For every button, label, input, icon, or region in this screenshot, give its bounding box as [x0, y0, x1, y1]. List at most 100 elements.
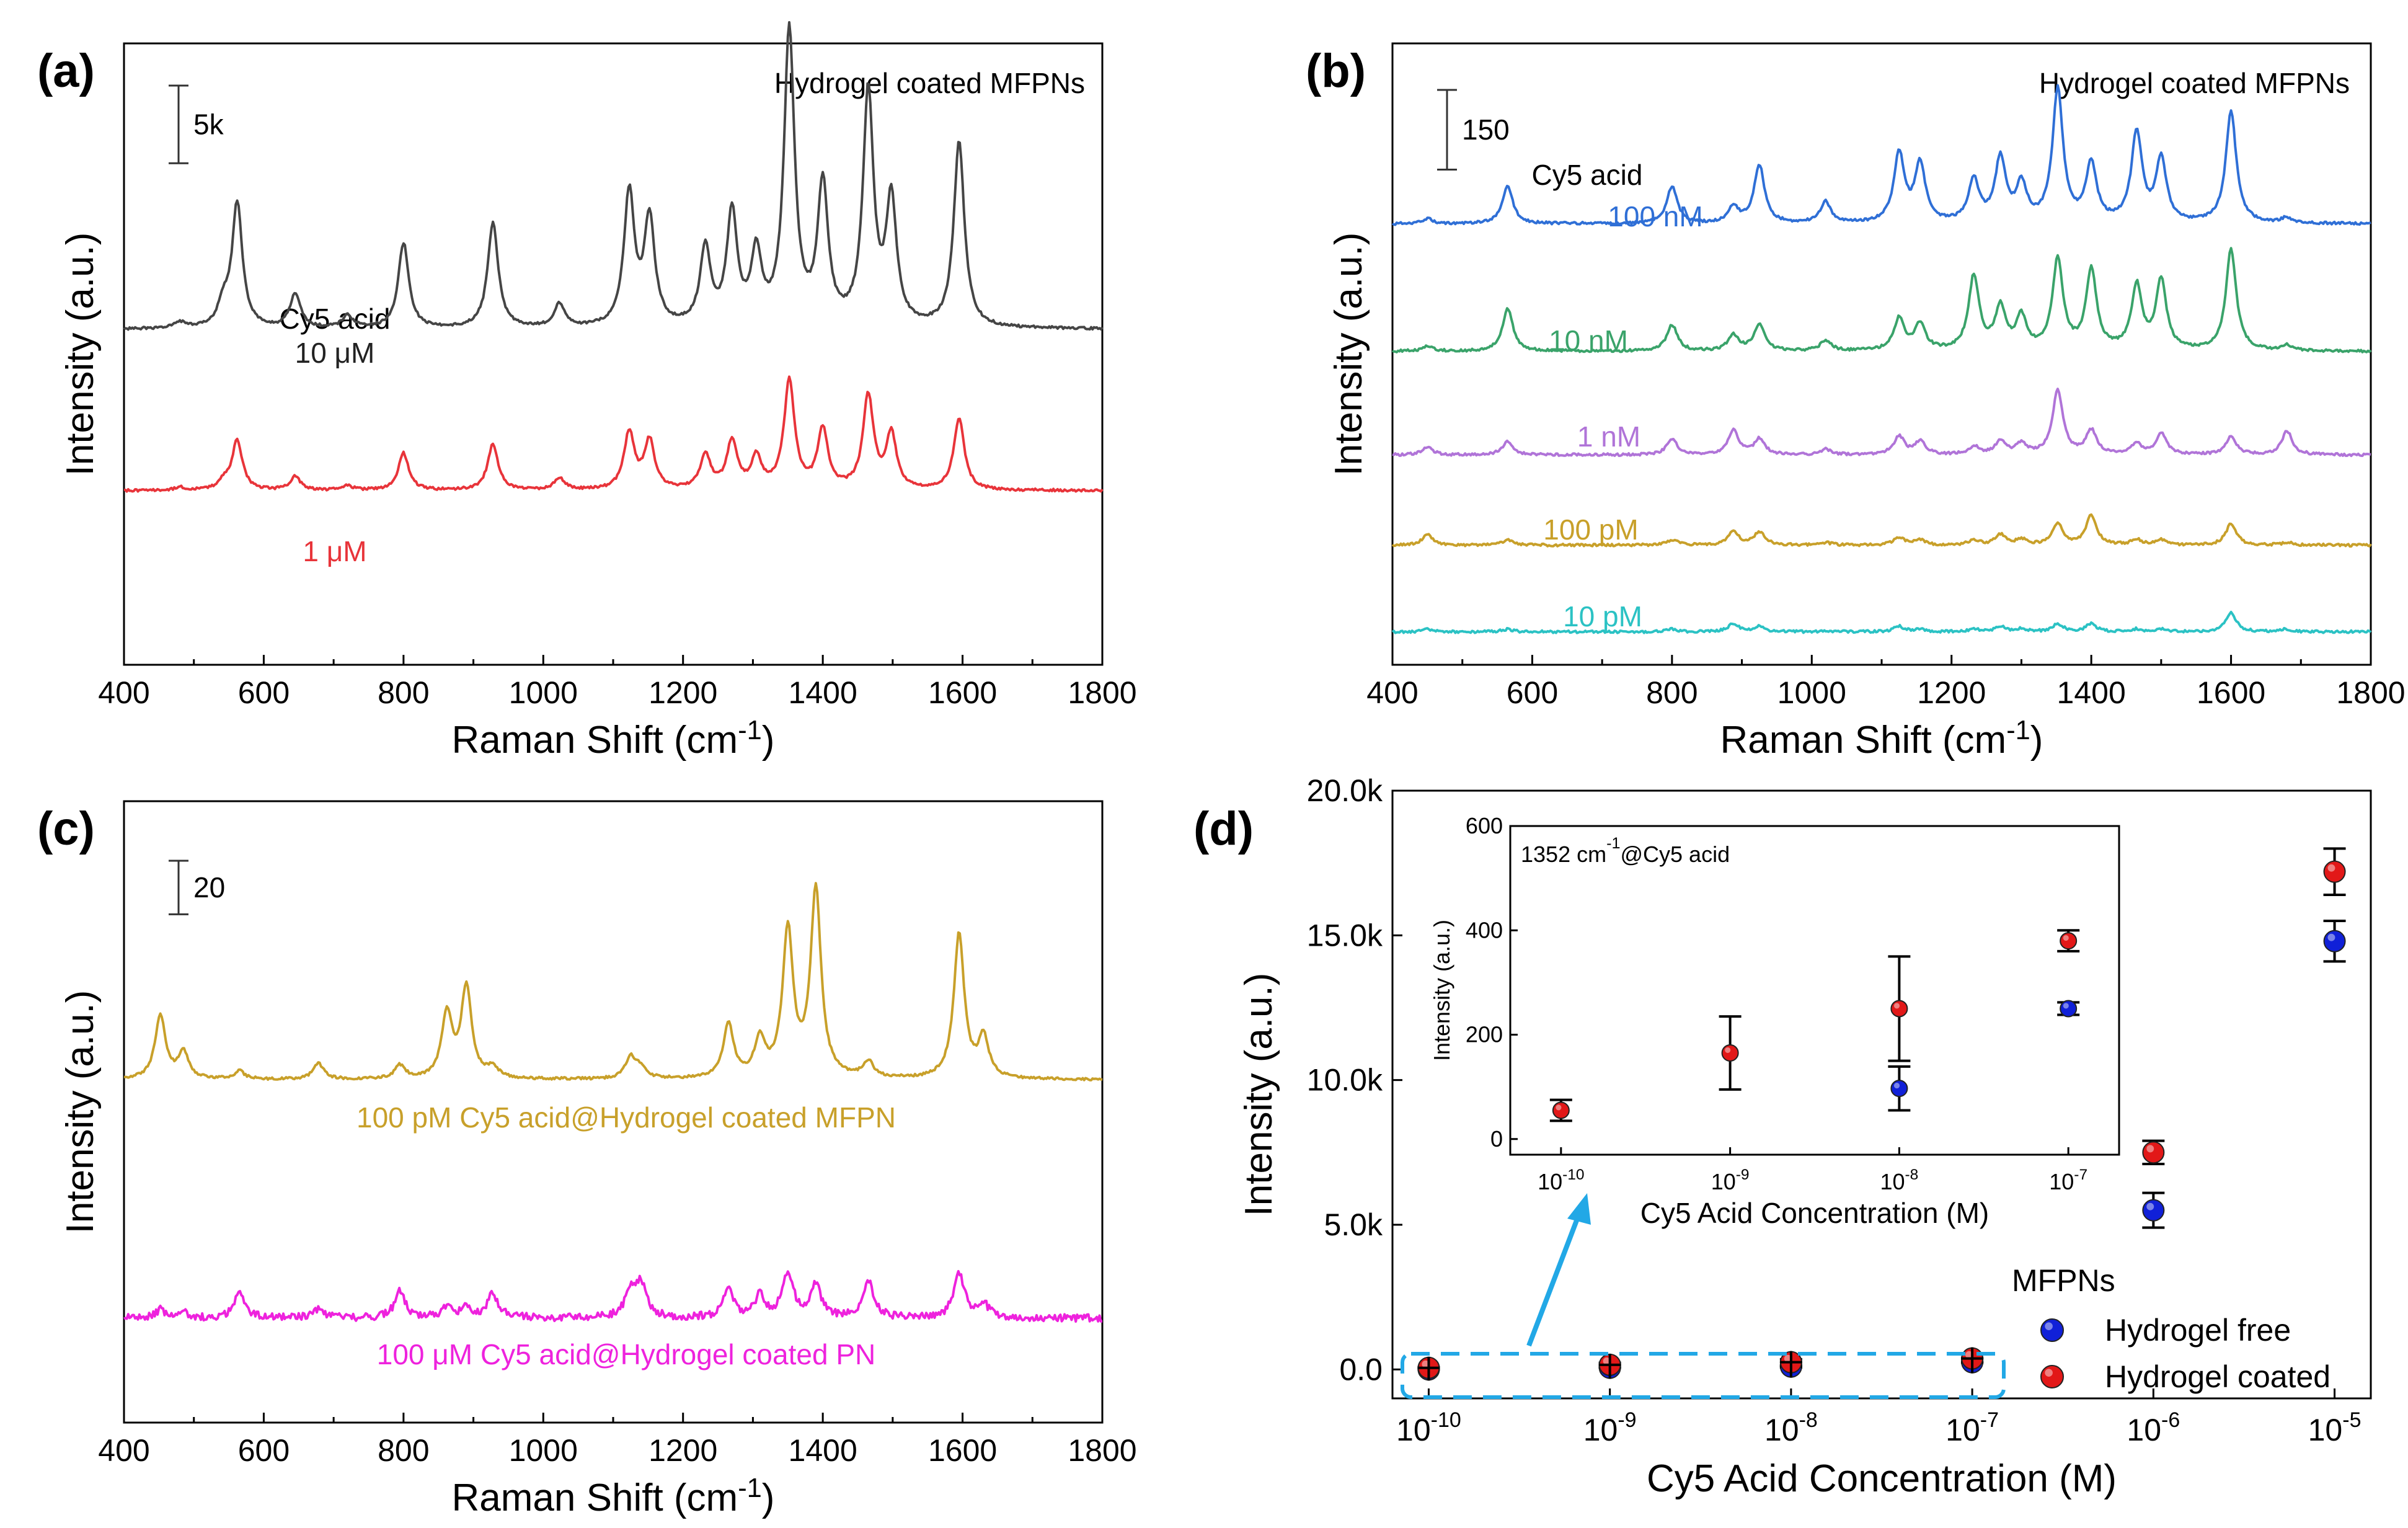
- x-tick-label: 10-9: [1583, 1408, 1637, 1447]
- x-axis-label-b-main: Raman Shift (cm: [1720, 719, 2007, 762]
- x-tick-label: 600: [238, 1433, 290, 1468]
- marker-highlight: [2146, 1202, 2154, 1210]
- x-tick-label: 1400: [2057, 675, 2126, 710]
- inset-x-tick-exp: -7: [2074, 1166, 2087, 1183]
- x-tick-label: 1000: [1777, 675, 1846, 710]
- marker: [1890, 1080, 1908, 1098]
- marker-highlight: [1893, 1003, 1900, 1009]
- inset-title-end: @Cy5 acid: [1620, 842, 1730, 867]
- legend-marker-0: [2040, 1318, 2064, 1342]
- y-axis-label-a: Intensity (a.u.): [59, 233, 102, 476]
- data-point-0-4: [2142, 1191, 2165, 1229]
- x-tick-label: 1000: [509, 1433, 578, 1468]
- scale-bar-c: 20: [169, 859, 225, 915]
- scale-bar-label: 5k: [193, 109, 224, 141]
- x-tick-label: 1200: [648, 1433, 717, 1468]
- inset-point-1-2: [1888, 955, 1911, 1062]
- x-tick-label: 1200: [1917, 675, 1986, 710]
- group-label-b: Cy5 acid: [1532, 159, 1643, 191]
- marker-highlight: [1784, 1354, 1792, 1362]
- x-tick-base: 10: [1583, 1413, 1618, 1447]
- x-tick-exp: -7: [1980, 1408, 1999, 1432]
- x-tick-base: 10: [1396, 1413, 1431, 1447]
- spectrum-line-c-1: [123, 1269, 1102, 1323]
- x-tick-label: 1600: [2197, 675, 2265, 710]
- marker: [2323, 930, 2346, 953]
- marker-highlight: [1422, 1360, 1430, 1368]
- spectrum-line-c-0: [123, 882, 1103, 1082]
- x-tick-label: 10-8: [1764, 1408, 1818, 1447]
- x-tick-label: 1800: [1068, 1433, 1136, 1468]
- spectrum-line-b-4: [1391, 610, 2372, 634]
- legend-label-1: Hydrogel coated: [2105, 1359, 2331, 1394]
- x-axis-label-b-end: ): [2030, 719, 2043, 762]
- inset-x-axis-label: Cy5 Acid Concentration (M): [1640, 1197, 1989, 1229]
- spectrum-line-b-3: [1391, 513, 2372, 548]
- marker: [2323, 860, 2346, 883]
- arrow-head: [1567, 1193, 1591, 1225]
- x-tick-exp: -6: [2161, 1408, 2180, 1432]
- marker: [1552, 1101, 1570, 1119]
- marker: [2060, 932, 2078, 950]
- panel-label-c: (c): [37, 802, 95, 855]
- marker-highlight: [1965, 1351, 1973, 1359]
- marker-highlight: [2045, 1369, 2053, 1377]
- series-label-c-1: 100 μM Cy5 acid@Hydrogel coated PN: [377, 1338, 875, 1370]
- inset-x-tick-exp: -9: [1736, 1166, 1750, 1183]
- marker-highlight: [2063, 1003, 2069, 1009]
- x-tick-base: 10: [2127, 1413, 2161, 1447]
- x-tick-label: 400: [98, 675, 149, 710]
- x-tick-base: 10: [1945, 1413, 1980, 1447]
- x-tick-label: 1000: [509, 675, 578, 710]
- panel-label-d: (d): [1193, 802, 1254, 855]
- x-tick-label: 800: [378, 1433, 429, 1468]
- x-axis-label-b: Raman Shift (cm-1): [1720, 716, 2043, 762]
- group-label-a: Cy5 acid: [280, 303, 391, 335]
- x-axis-label-a-main: Raman Shift (cm: [452, 719, 738, 762]
- series-label-b-2: 1 nM: [1577, 420, 1640, 453]
- legend-title: MFPNs: [2012, 1263, 2115, 1298]
- x-tick-label: 800: [1646, 675, 1698, 710]
- x-tick-label: 10-6: [2127, 1408, 2180, 1447]
- marker-highlight: [1725, 1047, 1731, 1053]
- inset-x-tick-exp: -10: [1562, 1166, 1584, 1183]
- inset-title-sup: -1: [1606, 835, 1620, 852]
- inset-x-tick-label: 10-8: [1880, 1166, 1918, 1194]
- spectrum-line-b-0: [1391, 84, 2371, 226]
- panel-c: 400 600 800 1000 1200 1400 1600 1800 Raman Shift…: [37, 800, 1137, 1519]
- y-axis-label-b: Intensity (a.u.): [1327, 233, 1370, 476]
- data-point-1-5: [2323, 847, 2346, 896]
- y-tick-label: 10.0k: [1307, 1063, 1383, 1098]
- panel-label-a: (a): [37, 45, 95, 97]
- y-tick-label: 15.0k: [1307, 918, 1383, 953]
- x-axis-label-c: Raman Shift (cm-1): [452, 1473, 775, 1519]
- panel-b: 400 600 800 1000 1200 1400 1600 1800 Raman Shift…: [1306, 42, 2406, 762]
- marker-highlight: [2063, 935, 2069, 941]
- x-tick-label: 10-7: [1945, 1408, 1999, 1447]
- panel-a: 400 600 800 1000 1200 1400 1600 1800 Raman Shift…: [37, 21, 1137, 762]
- y-tick-label: 0.0: [1339, 1352, 1383, 1387]
- marker-highlight: [1556, 1104, 1562, 1111]
- y-axis-label-d: Intensity (a.u.): [1237, 973, 1280, 1217]
- y-tick-label: 20.0k: [1307, 773, 1383, 808]
- inset-y-tick-label: 200: [1466, 1022, 1503, 1047]
- marker: [2040, 1365, 2064, 1388]
- x-axis-label-c-sup: -1: [738, 1473, 762, 1503]
- axes-frame-b: [1391, 42, 2372, 666]
- series-label-b-3: 100 pM: [1543, 513, 1638, 546]
- marker-highlight: [1603, 1357, 1611, 1365]
- x-tick-label: 800: [378, 675, 429, 710]
- inset-x-tick-base: 10: [1711, 1169, 1736, 1194]
- x-tick-label: 1800: [2336, 675, 2405, 710]
- x-axis-label-d: Cy5 Acid Concentration (M): [1647, 1457, 2117, 1500]
- x-tick-label: 600: [238, 675, 290, 710]
- x-tick-label: 10-5: [2308, 1408, 2362, 1447]
- series-label-c-0: 100 pM Cy5 acid@Hydrogel coated MFPN: [356, 1101, 896, 1134]
- scale-bar-label: 20: [193, 871, 225, 904]
- x-tick-label: 600: [1507, 675, 1558, 710]
- y-axis-label-c: Intensity (a.u.): [59, 990, 102, 1234]
- inset-x-tick-exp: -8: [1905, 1166, 1919, 1183]
- spectrum-line-b-2: [1392, 388, 2371, 458]
- inset-x-tick-label: 10-7: [2049, 1166, 2087, 1194]
